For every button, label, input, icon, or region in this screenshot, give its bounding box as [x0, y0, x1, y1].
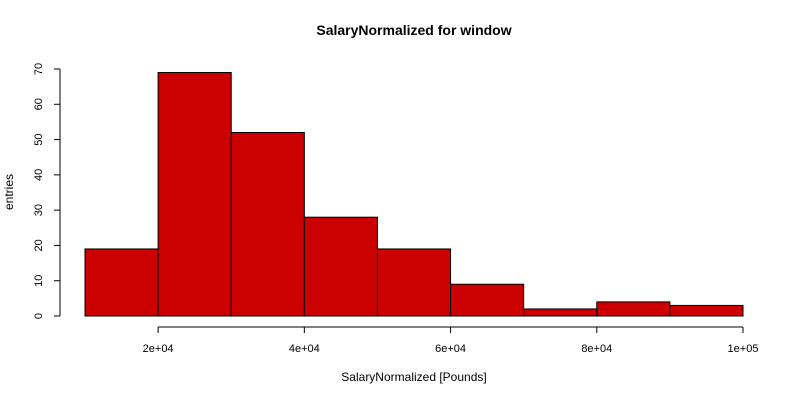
x-tick-label: 8e+04 — [581, 343, 612, 355]
bars-group — [84, 72, 744, 317]
histogram-bar — [303, 216, 378, 317]
histogram-bar — [596, 301, 671, 317]
y-axis: 0 10 20 30 40 50 60 70 — [33, 63, 61, 319]
y-tick-label: 50 — [33, 133, 45, 145]
y-tick-label: 60 — [33, 98, 45, 110]
x-tick-label: 1e+05 — [728, 343, 759, 355]
histogram-bar — [157, 72, 232, 317]
histogram-bar — [450, 283, 525, 317]
x-axis-label: SalaryNormalized [Pounds] — [341, 370, 486, 384]
y-tick-label: 0 — [33, 313, 45, 319]
histogram-bar — [669, 304, 744, 317]
y-axis-label: entries — [2, 174, 16, 210]
x-axis: 2e+04 4e+04 6e+04 8e+04 1e+05 — [143, 326, 759, 355]
y-tick-label: 40 — [33, 169, 45, 181]
y-tick-label: 70 — [33, 63, 45, 75]
histogram-bar — [84, 248, 159, 317]
y-tick-label: 10 — [33, 275, 45, 287]
x-tick-label: 2e+04 — [143, 343, 174, 355]
x-tick-label: 6e+04 — [435, 343, 466, 355]
chart-title: SalaryNormalized for window — [316, 22, 511, 38]
histogram-bar — [230, 132, 305, 317]
y-tick-label: 30 — [33, 204, 45, 216]
y-tick-label: 20 — [33, 239, 45, 251]
x-tick-label: 4e+04 — [289, 343, 320, 355]
histogram-bar — [376, 248, 452, 317]
histogram-bar — [523, 308, 598, 317]
